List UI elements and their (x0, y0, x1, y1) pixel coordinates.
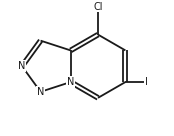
Text: I: I (145, 77, 147, 87)
Text: Cl: Cl (93, 2, 103, 12)
Text: N: N (67, 77, 74, 87)
Text: N: N (18, 61, 26, 71)
Text: N: N (37, 87, 44, 97)
